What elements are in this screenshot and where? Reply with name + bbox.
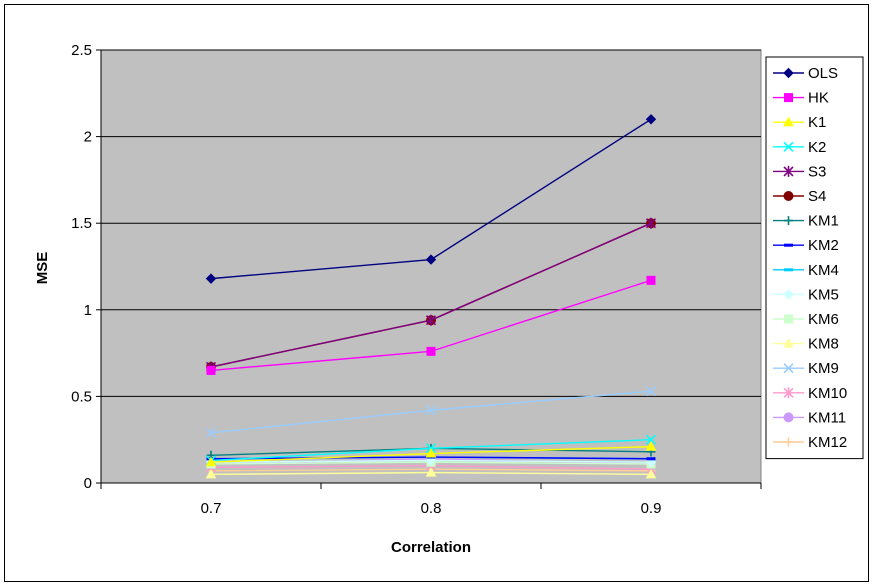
y-tick-label: 2 [84, 129, 92, 146]
legend-label: HK [808, 90, 829, 107]
data-point [645, 386, 657, 397]
legend-label: K1 [808, 114, 826, 131]
legend-item-km9: KM9 [773, 360, 839, 377]
legend-marker [784, 216, 793, 226]
legend-label: KM2 [808, 237, 839, 254]
legend: OLS HK K1 K2 S3 S4 KM1 KM2 KM4 KM5 KM6 KM8 KM9 KM10 KM… [765, 56, 864, 460]
legend-label: KM4 [808, 262, 839, 279]
legend-marker [783, 412, 794, 423]
legend-item-km6: KM6 [773, 311, 839, 328]
y-tick-label: 2.5 [71, 42, 92, 59]
legend-marker [783, 338, 794, 348]
y-tick-label: 0.5 [71, 388, 92, 405]
data-point [205, 273, 217, 284]
x-axis-title: Correlation [391, 539, 471, 556]
legend-label: S3 [808, 163, 826, 180]
y-tick-label: 1 [84, 302, 92, 319]
legend-label: KM8 [808, 336, 839, 353]
legend-label: KM1 [808, 213, 839, 230]
data-point [205, 468, 217, 479]
legend-item-km4: KM4 [773, 262, 839, 279]
legend-marker [783, 165, 794, 177]
legend-item-k2: K2 [773, 139, 826, 156]
legend-label: KM10 [808, 385, 847, 402]
legend-marker [783, 141, 794, 152]
legend-label: OLS [808, 65, 838, 82]
y-axis-title: MSE [34, 252, 51, 285]
data-point [425, 254, 437, 265]
data-point [426, 346, 436, 356]
x-tick-label: 0.7 [201, 500, 222, 517]
legend-item-hk: HK [773, 90, 829, 107]
series-km8 [205, 467, 657, 479]
legend-item-s4: S4 [773, 188, 826, 205]
series-hk [206, 275, 656, 375]
legend-label: K2 [808, 139, 826, 156]
data-point [206, 365, 216, 375]
data-point [645, 217, 657, 229]
legend-item-k1: K1 [773, 114, 826, 131]
legend-box [765, 56, 864, 460]
legend-marker [783, 116, 794, 127]
y-tick-label: 0 [84, 475, 92, 492]
data-point [646, 275, 656, 285]
legend-marker [784, 243, 793, 247]
legend-marker [784, 437, 793, 447]
legend-item-s3: S3 [773, 163, 826, 180]
legend-item-km1: KM1 [773, 213, 839, 230]
data-point [645, 441, 657, 451]
legend-label: KM9 [808, 360, 839, 377]
data-point [425, 405, 437, 416]
series-km9 [205, 386, 657, 438]
plot-background [100, 49, 762, 484]
series-ols [205, 114, 657, 284]
data-point [646, 457, 656, 461]
legend-item-ols: OLS [773, 65, 838, 82]
legend-item-km10: KM10 [773, 385, 847, 402]
legend-marker [783, 387, 794, 399]
legend-marker [783, 67, 794, 79]
series-group [205, 114, 657, 479]
legend-item-km8: KM8 [773, 336, 839, 353]
legend-marker [783, 363, 794, 374]
axes: MSE Correlation 0 0.5 1 1.5 2 2.5 0.7 0.8 0.9 [34, 42, 762, 556]
data-point [205, 456, 217, 467]
legend-marker [784, 268, 793, 272]
legend-label: KM12 [808, 434, 847, 451]
x-tick-label: 0.8 [421, 500, 442, 517]
data-point [425, 314, 437, 326]
legend-marker [784, 93, 793, 103]
legend-label: KM5 [808, 286, 839, 303]
data-point [425, 448, 437, 458]
legend-marker [783, 191, 794, 201]
legend-label: KM11 [808, 409, 846, 426]
data-point [645, 468, 657, 479]
legend-marker [783, 289, 794, 300]
data-point [645, 434, 657, 445]
legend-marker [784, 314, 793, 324]
legend-item-km11: KM11 [773, 409, 846, 426]
legend-label: KM6 [808, 311, 839, 328]
legend-item-km12: KM12 [773, 434, 847, 451]
plot-area [100, 49, 762, 484]
legend-label: S4 [808, 188, 826, 205]
series-k1 [205, 441, 657, 467]
data-point [425, 467, 437, 477]
data-point [645, 114, 657, 125]
legend-item-km5: KM5 [773, 286, 839, 303]
data-point [205, 427, 217, 438]
legend-item-km2: KM2 [773, 237, 839, 254]
y-tick-label: 1.5 [71, 215, 92, 232]
x-tick-label: 0.9 [641, 500, 662, 517]
